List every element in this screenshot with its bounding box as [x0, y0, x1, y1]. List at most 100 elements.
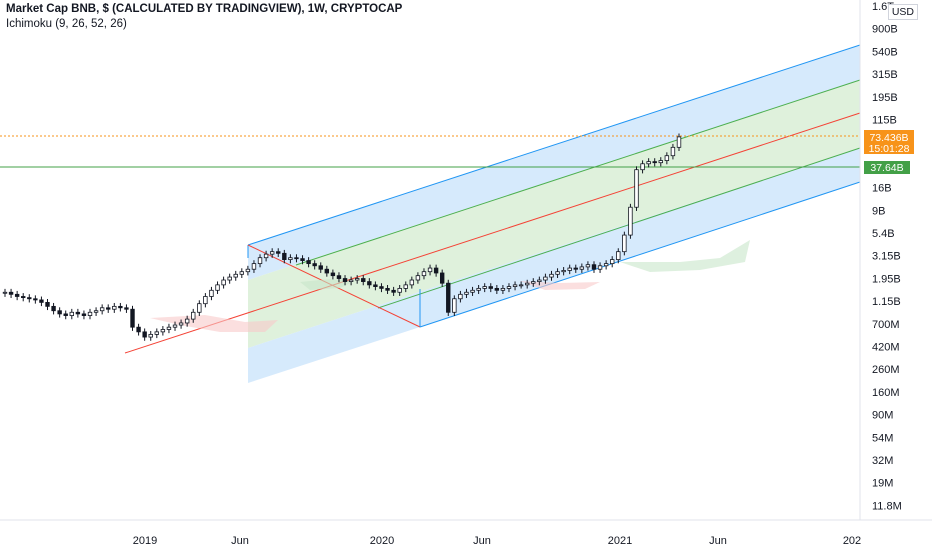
candle-body — [549, 273, 554, 278]
candle-body — [622, 234, 627, 253]
candle-body — [324, 268, 330, 274]
candle-body — [634, 169, 639, 208]
x-tick-label: 2019 — [133, 535, 157, 547]
candle-body — [367, 281, 372, 286]
pitchfork-channel — [124, 44, 861, 383]
y-tick-label: 9B — [872, 205, 885, 217]
candle-body — [591, 264, 597, 270]
candle-body — [87, 311, 93, 316]
candle-body — [561, 270, 566, 273]
candle-body — [257, 257, 263, 265]
chart-title: Market Cap BNB, $ (CALCULATED BY TRADING… — [6, 3, 403, 15]
candle-body — [555, 271, 560, 275]
y-tick-label: 700M — [872, 319, 900, 331]
candle-body — [658, 160, 663, 164]
level-value: 37.64B — [870, 162, 903, 174]
x-tick-label: Jun — [709, 535, 727, 547]
y-tick-label: 160M — [872, 387, 900, 399]
candle-body — [330, 272, 336, 277]
candle-body — [81, 313, 87, 316]
candle-body — [263, 253, 269, 259]
candle-body — [130, 308, 135, 328]
candle-body — [288, 257, 293, 260]
candle-body — [342, 278, 348, 282]
candle-body — [488, 286, 493, 289]
candle-body — [233, 273, 238, 278]
candle-body — [500, 288, 506, 291]
cloud-red-2 — [520, 281, 600, 290]
candle-body — [336, 275, 342, 279]
y-tick-label: 900B — [872, 24, 898, 36]
candle-body — [506, 286, 512, 289]
candle-body — [470, 289, 475, 293]
candle-body — [2, 291, 8, 294]
candle-body — [197, 303, 202, 313]
y-tick-label: 260M — [872, 364, 900, 376]
candle-body — [269, 251, 275, 255]
y-tick-label: 115B — [872, 115, 897, 127]
candle-body — [597, 265, 603, 270]
candle-body — [524, 282, 530, 286]
candle-body — [276, 251, 281, 254]
candle-body — [494, 288, 500, 291]
time-scale[interactable]: 2019 Jun 2020 Jun 2021 Jun 202 — [0, 519, 932, 547]
outer-band-upper — [248, 45, 860, 280]
y-tick-label: 90M — [872, 410, 893, 422]
x-tick-label: Jun — [473, 535, 491, 547]
candle-body — [361, 278, 366, 282]
candle-body — [184, 318, 190, 324]
currency-label[interactable]: USD — [887, 4, 918, 20]
inner-bottom-line — [377, 147, 861, 309]
y-tick-label: 11.8M — [872, 500, 902, 512]
candle-body — [69, 311, 74, 316]
candle-body — [603, 263, 609, 267]
median-line — [124, 112, 861, 354]
ichimoku-cloud — [150, 240, 750, 332]
cloud-green-1 — [300, 279, 355, 290]
candle-body — [415, 275, 421, 281]
y-tick-label: 16B — [872, 183, 892, 195]
candle-body — [628, 206, 633, 236]
candle-body — [160, 329, 166, 333]
last-price-tag-bg — [864, 130, 914, 154]
price-scale[interactable]: 1.6T900B540B315B195B115B42B26B16B9B5.4B3… — [859, 0, 932, 520]
last-price-value: 73.436B — [869, 132, 908, 144]
outer-bottom-line — [419, 181, 861, 328]
candle-body — [21, 296, 26, 299]
candle-body — [482, 286, 487, 289]
x-tick-label: Jun — [231, 535, 249, 547]
candle-body — [245, 268, 251, 273]
y-tick-label: 54M — [872, 432, 893, 444]
candle-body — [397, 288, 402, 293]
candle-body — [14, 293, 20, 297]
y-tick-label: 1.95B — [872, 273, 901, 285]
indicator-legend[interactable]: Ichimoku (9, 26, 52, 26) — [6, 18, 127, 30]
y-tick-label: 19M — [872, 478, 893, 490]
candle-body — [652, 161, 657, 164]
candle-body — [112, 305, 117, 310]
candle-body — [646, 161, 651, 165]
y-tick-label: 195B — [872, 92, 898, 104]
candle-body — [191, 311, 196, 320]
candle-body — [93, 310, 99, 313]
candle-body — [379, 286, 384, 289]
candle-body — [567, 267, 572, 271]
candle-body — [124, 307, 129, 310]
candle-body — [385, 288, 390, 291]
x-tick-labels: 2019 Jun 2020 Jun 2021 Jun 202 — [133, 535, 861, 547]
candle-body — [354, 278, 360, 281]
y-tick-label: 1.15B — [872, 296, 901, 308]
candle-body — [391, 289, 396, 293]
candle-body — [8, 291, 14, 295]
candle-body — [348, 279, 354, 282]
candle-body — [142, 331, 147, 338]
candle-body — [203, 296, 208, 305]
candle-body — [33, 298, 38, 301]
inner-band — [248, 80, 860, 348]
cloud-green-2 — [620, 240, 750, 272]
candle-body — [57, 310, 62, 315]
cloud-red-1 — [150, 315, 278, 332]
candle-countdown: 15:01:28 — [869, 143, 910, 155]
y-tick-label: 5.4B — [872, 228, 895, 240]
